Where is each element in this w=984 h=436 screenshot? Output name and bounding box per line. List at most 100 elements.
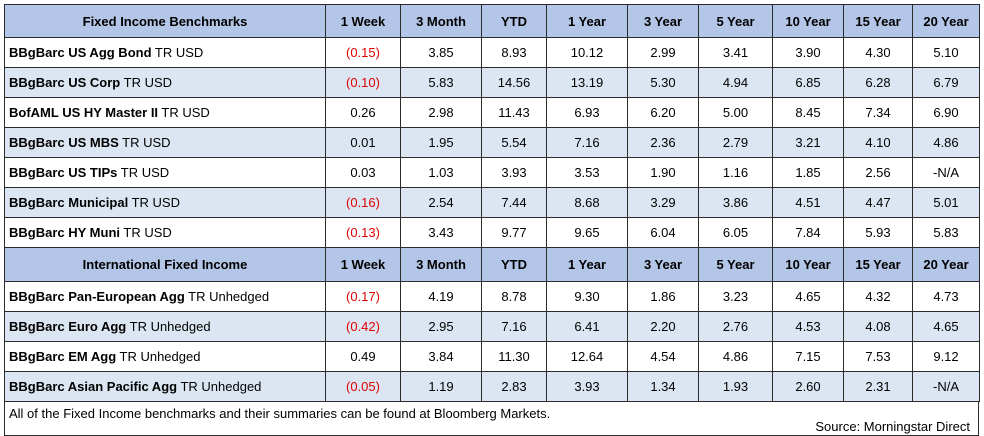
- return-value: (0.15): [325, 37, 401, 68]
- return-value: 2.20: [627, 311, 699, 342]
- column-header: 15 Year: [843, 4, 913, 38]
- return-value: 12.64: [546, 341, 628, 372]
- return-value: 6.85: [772, 67, 844, 98]
- return-value: 4.54: [627, 341, 699, 372]
- return-value: 2.83: [481, 371, 547, 402]
- column-header: 5 Year: [698, 247, 773, 282]
- benchmark-name: BBgBarc Euro Agg TR Unhedged: [4, 311, 326, 342]
- return-value: 2.95: [400, 311, 482, 342]
- return-value: 5.54: [481, 127, 547, 158]
- return-value: 4.19: [400, 281, 482, 312]
- benchmark-name: BofAML US HY Master II TR USD: [4, 97, 326, 128]
- column-header: 5 Year: [698, 4, 773, 38]
- return-value: 0.26: [325, 97, 401, 128]
- column-header: 3 Month: [400, 247, 482, 282]
- benchmark-name-suffix: TR Unhedged: [184, 289, 270, 304]
- return-value: 10.12: [546, 37, 628, 68]
- return-value: 8.78: [481, 281, 547, 312]
- benchmark-name-suffix: TR USD: [120, 225, 172, 240]
- return-value: 9.77: [481, 217, 547, 248]
- return-value: 5.01: [912, 187, 980, 218]
- return-value: 7.15: [772, 341, 844, 372]
- benchmark-name-suffix: TR USD: [158, 105, 210, 120]
- return-value: 2.76: [698, 311, 773, 342]
- return-value: 14.56: [481, 67, 547, 98]
- benchmark-name-suffix: TR USD: [118, 135, 171, 150]
- return-value: 3.53: [546, 157, 628, 188]
- column-header: 1 Week: [325, 247, 401, 282]
- return-value: 3.86: [698, 187, 773, 218]
- return-value: 1.03: [400, 157, 482, 188]
- return-value: 11.43: [481, 97, 547, 128]
- column-header: 20 Year: [912, 4, 980, 38]
- return-value: 1.95: [400, 127, 482, 158]
- return-value: 3.85: [400, 37, 482, 68]
- benchmark-name: BBgBarc US Corp TR USD: [4, 67, 326, 98]
- benchmark-table: Fixed Income Benchmarks 1 Week 3 Month YTD 1…: [4, 4, 980, 402]
- return-value: 3.23: [698, 281, 773, 312]
- return-value: 4.53: [772, 311, 844, 342]
- return-value: 7.16: [546, 127, 628, 158]
- column-header: YTD: [481, 4, 547, 38]
- return-value: (0.05): [325, 371, 401, 402]
- benchmark-name-suffix: TR Unhedged: [116, 349, 201, 364]
- return-value: (0.17): [325, 281, 401, 312]
- return-value: 2.60: [772, 371, 844, 402]
- return-value: 2.54: [400, 187, 482, 218]
- return-value: 6.20: [627, 97, 699, 128]
- benchmark-name-suffix: TR Unhedged: [177, 379, 262, 394]
- return-value: 1.93: [698, 371, 773, 402]
- benchmark-name-bold: BBgBarc EM Agg: [9, 349, 117, 364]
- section-title: International Fixed Income: [4, 247, 326, 282]
- return-value: 6.79: [912, 67, 980, 98]
- return-value: 4.73: [912, 281, 980, 312]
- table-row: BBgBarc HY Muni TR USD (0.13) 3.43 9.77 9.65…: [4, 217, 980, 248]
- return-value: 4.94: [698, 67, 773, 98]
- return-value: (0.13): [325, 217, 401, 248]
- column-header: 15 Year: [843, 247, 913, 282]
- return-value: 8.93: [481, 37, 547, 68]
- return-value: 3.90: [772, 37, 844, 68]
- return-value: 2.36: [627, 127, 699, 158]
- return-value: 8.68: [546, 187, 628, 218]
- return-value: 8.45: [772, 97, 844, 128]
- return-value: 4.65: [772, 281, 844, 312]
- return-value: 5.30: [627, 67, 699, 98]
- return-value: 2.98: [400, 97, 482, 128]
- return-value: 4.86: [698, 341, 773, 372]
- table-row: BBgBarc US Agg Bond TR USD (0.15) 3.85 8.93…: [4, 37, 980, 68]
- return-value: 13.19: [546, 67, 628, 98]
- return-value: 6.05: [698, 217, 773, 248]
- return-value: -N/A: [912, 157, 980, 188]
- return-value: 6.90: [912, 97, 980, 128]
- table-row: BofAML US HY Master II TR USD 0.26 2.98 11.…: [4, 97, 980, 128]
- return-value: 0.01: [325, 127, 401, 158]
- return-value: 0.49: [325, 341, 401, 372]
- table-footer: All of the Fixed Income benchmarks and t…: [4, 402, 979, 436]
- benchmark-name-bold: BBgBarc US Agg Bond: [9, 45, 152, 60]
- benchmark-name-bold: BBgBarc US TIPs: [9, 165, 118, 180]
- return-value: 4.30: [843, 37, 913, 68]
- return-value: 7.16: [481, 311, 547, 342]
- benchmark-name: BBgBarc Pan-European Agg TR Unhedged: [4, 281, 326, 312]
- return-value: 1.16: [698, 157, 773, 188]
- benchmark-name-bold: BBgBarc Asian Pacific Agg: [9, 379, 178, 394]
- table-row: BBgBarc Pan-European Agg TR Unhedged (0.1…: [4, 281, 980, 312]
- benchmark-name-suffix: TR USD: [128, 195, 180, 210]
- column-header: 3 Year: [627, 4, 699, 38]
- return-value: 4.10: [843, 127, 913, 158]
- return-value: 5.10: [912, 37, 980, 68]
- return-value: (0.16): [325, 187, 401, 218]
- column-header: 1 Year: [546, 4, 628, 38]
- return-value: 4.47: [843, 187, 913, 218]
- column-header: 3 Month: [400, 4, 482, 38]
- return-value: 4.86: [912, 127, 980, 158]
- table-row: BBgBarc EM Agg TR Unhedged 0.49 3.84 11.30 1…: [4, 341, 980, 372]
- benchmark-name: BBgBarc Municipal TR USD: [4, 187, 326, 218]
- benchmark-name-suffix: TR USD: [151, 45, 204, 60]
- return-value: 1.34: [627, 371, 699, 402]
- benchmark-name-bold: BofAML US HY Master II: [9, 105, 159, 120]
- return-value: 3.29: [627, 187, 699, 218]
- benchmark-name-suffix: TR USD: [117, 165, 170, 180]
- return-value: 3.93: [546, 371, 628, 402]
